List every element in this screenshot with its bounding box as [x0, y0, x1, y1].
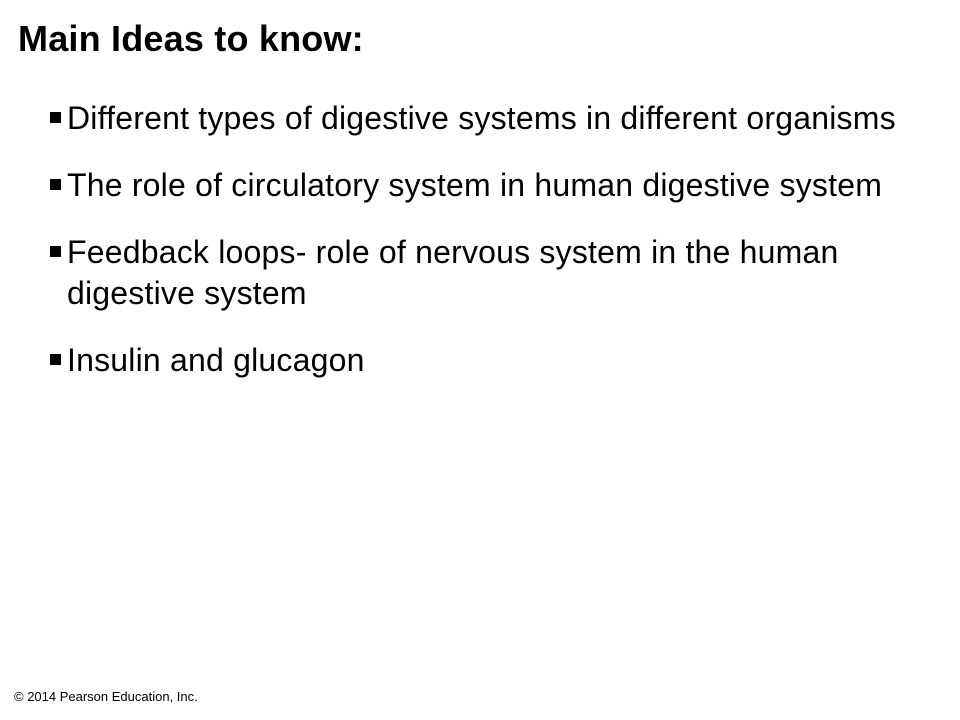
bullet-square-icon	[50, 179, 61, 190]
bullet-text: Feedback loops- role of nervous system i…	[67, 232, 900, 314]
list-item: Insulin and glucagon	[50, 340, 900, 381]
bullet-square-icon	[50, 246, 61, 257]
bullet-text: Different types of digestive systems in …	[67, 98, 896, 139]
copyright-text: © 2014 Pearson Education, Inc.	[14, 689, 198, 704]
bullet-text: The role of circulatory system in human …	[67, 165, 882, 206]
list-item: The role of circulatory system in human …	[50, 165, 900, 206]
bullet-list: Different types of digestive systems in …	[50, 98, 900, 407]
bullet-square-icon	[50, 112, 61, 123]
slide-title: Main Ideas to know:	[18, 18, 364, 60]
slide: Main Ideas to know: Different types of d…	[0, 0, 960, 720]
bullet-square-icon	[50, 354, 61, 365]
list-item: Feedback loops- role of nervous system i…	[50, 232, 900, 314]
bullet-text: Insulin and glucagon	[67, 340, 365, 381]
list-item: Different types of digestive systems in …	[50, 98, 900, 139]
